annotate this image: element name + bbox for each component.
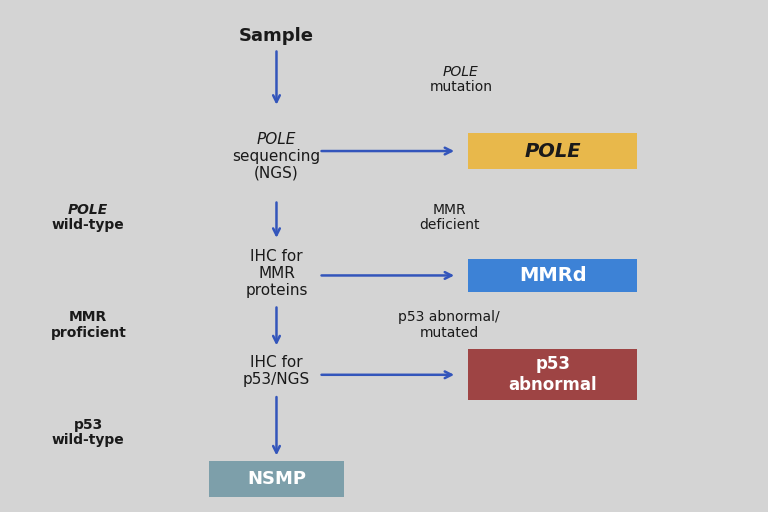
Text: wild-type: wild-type (52, 218, 124, 232)
Text: p53: p53 (74, 418, 103, 432)
FancyBboxPatch shape (468, 133, 637, 169)
Text: IHC for: IHC for (250, 355, 303, 370)
Text: mutated: mutated (419, 326, 479, 340)
Text: POLE: POLE (257, 132, 296, 146)
Text: p53/NGS: p53/NGS (243, 372, 310, 387)
Text: POLE: POLE (525, 141, 581, 161)
Text: POLE: POLE (443, 65, 478, 79)
FancyBboxPatch shape (209, 461, 343, 497)
Text: Sample: Sample (239, 27, 314, 45)
Text: wild-type: wild-type (52, 433, 124, 447)
Text: MMRd: MMRd (519, 266, 587, 285)
Text: sequencing: sequencing (233, 148, 320, 164)
Text: IHC for: IHC for (250, 249, 303, 264)
Text: p53
abnormal: p53 abnormal (508, 355, 598, 394)
FancyBboxPatch shape (468, 259, 637, 292)
Text: deficient: deficient (419, 218, 479, 232)
Text: MMR: MMR (69, 310, 108, 325)
Text: proteins: proteins (245, 284, 308, 298)
Text: mutation: mutation (429, 80, 492, 94)
Text: (NGS): (NGS) (254, 166, 299, 181)
Text: POLE: POLE (68, 203, 108, 217)
Text: NSMP: NSMP (247, 470, 306, 488)
Text: proficient: proficient (51, 326, 126, 340)
FancyBboxPatch shape (468, 349, 637, 400)
Text: MMR: MMR (258, 266, 295, 282)
Text: p53 abnormal/: p53 abnormal/ (399, 310, 500, 325)
Text: MMR: MMR (432, 203, 466, 217)
